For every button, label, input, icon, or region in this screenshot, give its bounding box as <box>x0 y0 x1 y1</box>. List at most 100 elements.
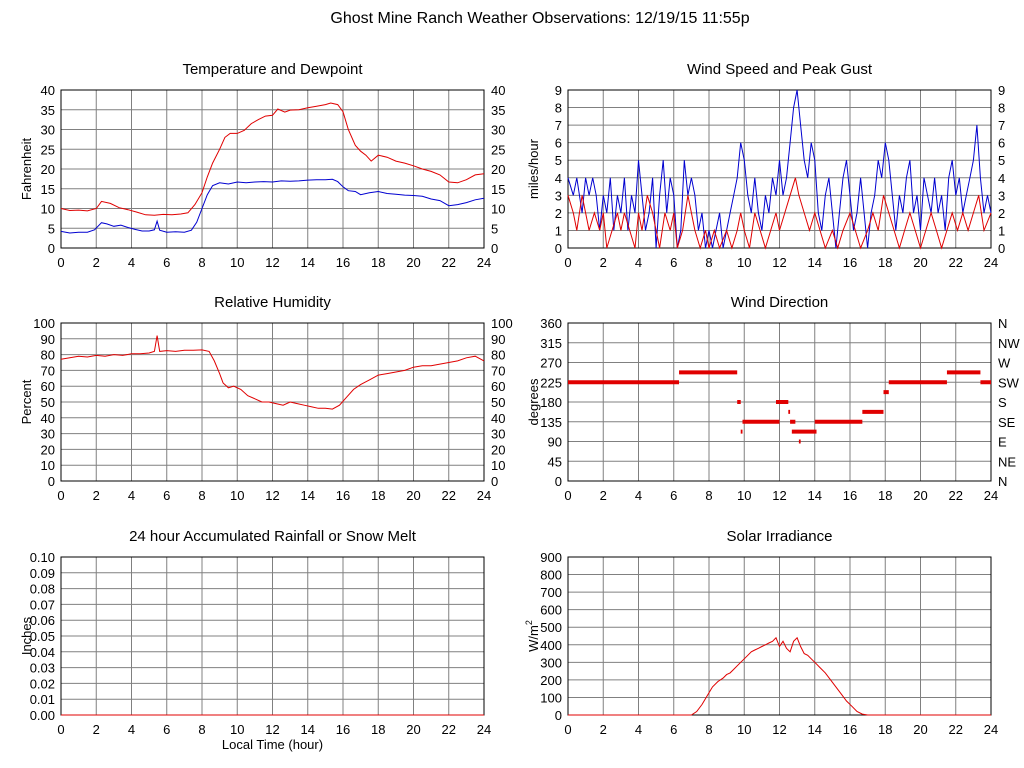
wind_dir-y-tick-label: 135 <box>540 415 562 430</box>
wind_speed-right-tick-label: 0 <box>998 241 1005 256</box>
temp-right-tick-label: 20 <box>491 162 505 177</box>
solar-y-tick-label: 300 <box>540 655 562 670</box>
temp-x-tick-label: 20 <box>406 255 420 270</box>
solar-x-tick-label: 22 <box>949 722 963 737</box>
solar-frame <box>567 556 992 716</box>
humidity-x-tick-label: 2 <box>93 488 100 503</box>
wind_speed-right-tick-label: 8 <box>998 101 1005 116</box>
temp-y-tick-label: 20 <box>41 162 55 177</box>
wind_speed-right-tick-label: 4 <box>998 171 1005 186</box>
rain-x-tick-label: 22 <box>442 722 456 737</box>
temp-right-tick-label: 5 <box>491 221 498 236</box>
temp-x-tick-label: 12 <box>265 255 279 270</box>
temp-frame <box>60 89 485 249</box>
solar-y-tick-label: 700 <box>540 585 562 600</box>
humidity-y-tick-label: 60 <box>41 379 55 394</box>
temp-series-1-line <box>60 178 485 234</box>
wind_speed-x-tick-label: 16 <box>843 255 857 270</box>
humidity-right-tick-label: 80 <box>491 348 505 363</box>
wind_speed-series-0-line <box>567 89 992 249</box>
solar-x-tick-label: 4 <box>635 722 642 737</box>
wind_speed-y-tick-label: 7 <box>555 118 562 133</box>
wind_speed-y-tick-label: 5 <box>555 153 562 168</box>
rain-x-axis-label: Local Time (hour) <box>222 737 323 752</box>
wind_dir-x-tick-label: 10 <box>737 488 751 503</box>
rain-x-tick-label: 10 <box>230 722 244 737</box>
wind_dir-y-tick-label: 360 <box>540 316 562 331</box>
solar-x-tick-label: 0 <box>564 722 571 737</box>
wind_dir-right-tick-label: NE <box>998 454 1016 469</box>
rain-chart: 24 hour Accumulated Rainfall or Snow Mel… <box>19 528 491 752</box>
wind_speed-y-tick-label: 6 <box>555 136 562 151</box>
rain-y-tick-label: 0.00 <box>30 708 55 723</box>
rain-x-tick-label: 6 <box>163 722 170 737</box>
wind_speed-x-tick-label: 4 <box>635 255 642 270</box>
temp-title: Temperature and Dewpoint <box>182 61 363 78</box>
wind_speed-x-tick-label: 24 <box>984 255 998 270</box>
solar-title: Solar Irradiance <box>727 528 833 545</box>
wind_speed-series-1-line <box>567 177 992 250</box>
temp-right-tick-label: 40 <box>491 83 505 98</box>
wind_dir-x-tick-label: 16 <box>843 488 857 503</box>
humidity-right-tick-label: 0 <box>491 474 498 489</box>
wind_speed-x-tick-label: 8 <box>705 255 712 270</box>
solar-x-tick-label: 24 <box>984 722 998 737</box>
humidity-y-tick-label: 100 <box>33 316 55 331</box>
solar-y-tick-label: 500 <box>540 620 562 635</box>
solar-x-tick-label: 2 <box>600 722 607 737</box>
temp-right-tick-label: 10 <box>491 202 505 217</box>
rain-x-tick-label: 24 <box>477 722 491 737</box>
temp-y-tick-label: 15 <box>41 182 55 197</box>
rain-title: 24 hour Accumulated Rainfall or Snow Mel… <box>129 528 417 545</box>
wind_speed-y-tick-label: 2 <box>555 206 562 221</box>
temp-x-tick-label: 8 <box>198 255 205 270</box>
temp-x-tick-label: 4 <box>128 255 135 270</box>
temp-x-tick-label: 6 <box>163 255 170 270</box>
page-title: Ghost Mine Ranch Weather Observations: 1… <box>330 10 749 27</box>
humidity-x-tick-label: 8 <box>198 488 205 503</box>
temp-y-axis-label-text: Fahrenheit <box>19 138 34 201</box>
temp-x-tick-label: 24 <box>477 255 491 270</box>
humidity-x-tick-label: 16 <box>336 488 350 503</box>
wind_dir-y-axis-label: degrees <box>526 378 541 425</box>
temp-right-tick-label: 30 <box>491 123 505 138</box>
solar-x-tick-label: 20 <box>913 722 927 737</box>
temp-y-tick-label: 5 <box>48 221 55 236</box>
humidity-right-tick-label: 90 <box>491 332 505 347</box>
humidity-x-tick-label: 24 <box>477 488 491 503</box>
temp-x-tick-label: 22 <box>442 255 456 270</box>
rain-y-tick-label: 0.10 <box>30 550 55 565</box>
humidity-x-tick-label: 4 <box>128 488 135 503</box>
wind_dir-y-tick-label: 90 <box>548 435 562 450</box>
wind_dir-right-tick-label: S <box>998 395 1007 410</box>
wind_speed-y-tick-label: 0 <box>555 241 562 256</box>
wind_dir-right-tick-label: N <box>998 316 1007 331</box>
wind_dir-x-tick-label: 24 <box>984 488 998 503</box>
temp-right-tick-label: 0 <box>491 241 498 256</box>
rain-y-axis-label: Inches <box>19 616 34 655</box>
temp-y-axis-label: Fahrenheit <box>19 138 34 201</box>
temp-x-tick-label: 0 <box>57 255 64 270</box>
humidity-y-tick-label: 40 <box>41 411 55 426</box>
solar-y-tick-label: 900 <box>540 550 562 565</box>
wind_dir-right-tick-label: W <box>998 356 1011 371</box>
rain-x-tick-label: 2 <box>93 722 100 737</box>
rain-x-tick-label: 12 <box>265 722 279 737</box>
rain-y-tick-label: 0.01 <box>30 692 55 707</box>
wind_dir-frame <box>567 322 992 482</box>
rain-x-tick-label: 20 <box>406 722 420 737</box>
rain-y-tick-label: 0.07 <box>30 597 55 612</box>
wind_dir-y-tick-label: 270 <box>540 356 562 371</box>
humidity-right-tick-label: 20 <box>491 442 505 457</box>
rain-y-tick-label: 0.04 <box>30 645 55 660</box>
wind_speed-x-tick-label: 20 <box>913 255 927 270</box>
temp-right-tick-label: 35 <box>491 103 505 118</box>
humidity-y-axis-label-text: Percent <box>19 379 34 424</box>
wind_speed-right-tick-label: 9 <box>998 83 1005 98</box>
wind_dir-x-tick-label: 2 <box>600 488 607 503</box>
solar-y-axis-label-sup: 2 <box>524 620 534 625</box>
